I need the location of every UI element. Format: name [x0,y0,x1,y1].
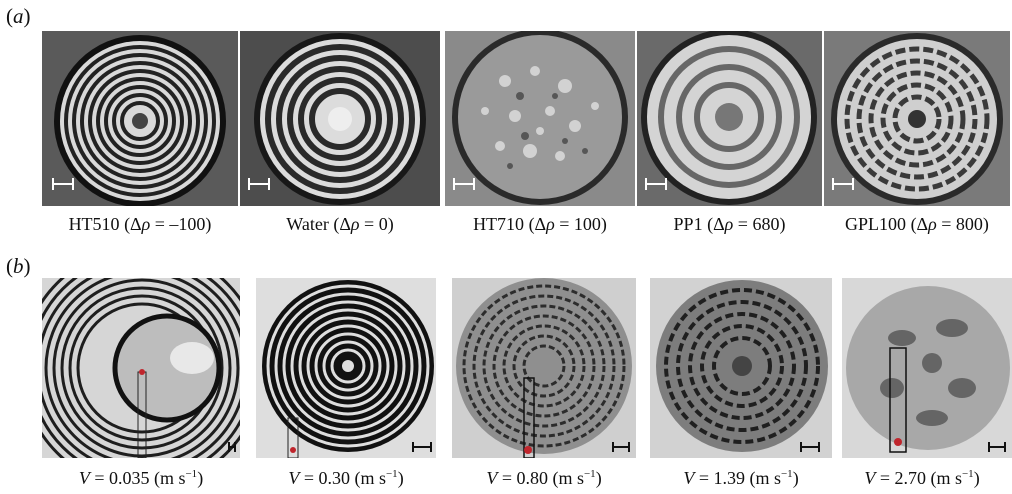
image-ht510 [42,31,238,206]
image-v-139 [650,278,832,458]
panel-label-a: (a) [6,4,31,28]
image-v-270 [842,278,1012,458]
wavy-rings-v-139 [650,278,832,458]
caption-b-1: V = 0.035 (m s−1) [78,468,204,488]
panel-label-b: (b) [6,254,31,278]
image-water [240,31,440,206]
caption-a-4: PP1 (Δρ = 680) [673,214,786,234]
blotchy-pattern-v-270 [842,278,1012,458]
image-v-030 [256,278,436,458]
speckled-pattern-ht710 [445,31,635,206]
image-v-0035 [42,278,240,458]
image-v-080 [452,278,636,458]
wavy-rings-pp1 [637,31,822,206]
fringe-rings-v-030 [256,278,436,458]
caption-a-5: GPL100 (Δρ = 800) [845,214,989,234]
caption-a-1: HT510 (Δρ = –100) [68,214,212,234]
fringe-rings-v-0035 [42,278,240,458]
wavy-rings-gpl100 [824,31,1010,206]
caption-b-5: V = 2.70 (m s−1) [864,468,980,488]
image-ht710 [445,31,635,206]
fringe-rings-ht510 [42,31,238,206]
wavy-rings-v-080 [452,278,636,458]
image-pp1 [637,31,822,206]
fringe-rings-water [240,31,440,206]
caption-b-2: V = 0.30 (m s−1) [288,468,404,488]
caption-b-4: V = 1.39 (m s−1) [683,468,799,488]
caption-a-3: HT710 (Δρ = 100) [473,214,607,234]
caption-b-3: V = 0.80 (m s−1) [486,468,602,488]
image-gpl100 [824,31,1010,206]
caption-a-2: Water (Δρ = 0) [286,214,394,234]
